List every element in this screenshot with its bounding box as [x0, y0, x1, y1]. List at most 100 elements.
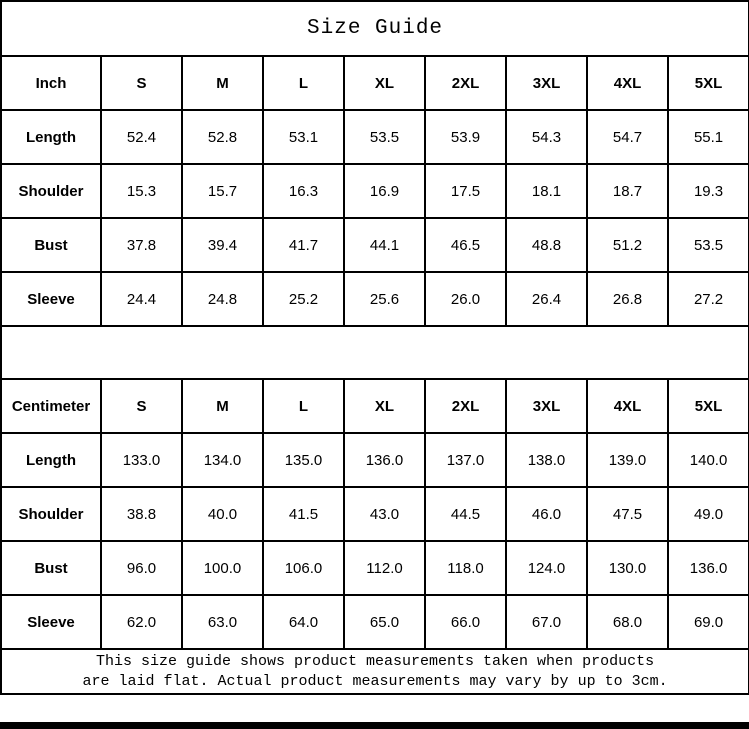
table-row: Bust 96.0 100.0 106.0 112.0 118.0 124.0 … — [0, 540, 749, 596]
value-cell: 54.3 — [505, 109, 588, 165]
row-label: Shoulder — [0, 486, 102, 542]
row-label: Sleeve — [0, 594, 102, 650]
value-cell: 41.7 — [262, 217, 345, 273]
value-cell: 24.8 — [181, 271, 264, 327]
size-header: 3XL — [505, 55, 588, 111]
value-cell: 53.5 — [343, 109, 426, 165]
value-cell: 46.0 — [505, 486, 588, 542]
value-cell: 17.5 — [424, 163, 507, 219]
size-header: 2XL — [424, 55, 507, 111]
value-cell: 18.1 — [505, 163, 588, 219]
value-cell: 118.0 — [424, 540, 507, 596]
value-cell: 136.0 — [343, 432, 426, 488]
table-row: Shoulder 15.3 15.7 16.3 16.9 17.5 18.1 1… — [0, 163, 749, 219]
value-cell: 48.8 — [505, 217, 588, 273]
value-cell: 26.8 — [586, 271, 669, 327]
row-label: Bust — [0, 217, 102, 273]
value-cell: 69.0 — [666, 594, 749, 650]
footer-note: This size guide shows product measuremen… — [0, 648, 749, 695]
value-cell: 46.5 — [424, 217, 507, 273]
unit-header-centimeter: Centimeter — [0, 378, 102, 434]
value-cell: 47.5 — [586, 486, 669, 542]
inch-header-row: Inch S M L XL 2XL 3XL 4XL 5XL — [0, 55, 749, 111]
value-cell: 112.0 — [343, 540, 426, 596]
value-cell: 124.0 — [505, 540, 588, 596]
value-cell: 37.8 — [100, 217, 183, 273]
footer-note-line2: are laid flat. Actual product measuremen… — [82, 672, 668, 690]
value-cell: 65.0 — [343, 594, 426, 650]
value-cell: 53.9 — [424, 109, 507, 165]
value-cell: 26.0 — [424, 271, 507, 327]
size-header: M — [181, 55, 264, 111]
value-cell: 68.0 — [586, 594, 669, 650]
value-cell: 16.3 — [262, 163, 345, 219]
table-row: Shoulder 38.8 40.0 41.5 43.0 44.5 46.0 4… — [0, 486, 749, 542]
size-header: 5XL — [666, 55, 749, 111]
table-row: Sleeve 24.4 24.8 25.2 25.6 26.0 26.4 26.… — [0, 271, 749, 327]
value-cell: 18.7 — [586, 163, 669, 219]
value-cell: 130.0 — [586, 540, 669, 596]
value-cell: 100.0 — [181, 540, 264, 596]
page-title: Size Guide — [0, 0, 749, 57]
value-cell: 96.0 — [100, 540, 183, 596]
value-cell: 15.7 — [181, 163, 264, 219]
value-cell: 27.2 — [666, 271, 749, 327]
cm-header-row: Centimeter S M L XL 2XL 3XL 4XL 5XL — [0, 378, 749, 434]
size-header: XL — [343, 378, 426, 434]
size-header: XL — [343, 55, 426, 111]
table-row: Bust 37.8 39.4 41.7 44.1 46.5 48.8 51.2 … — [0, 217, 749, 273]
table-row: Length 133.0 134.0 135.0 136.0 137.0 138… — [0, 432, 749, 488]
value-cell: 41.5 — [262, 486, 345, 542]
value-cell: 24.4 — [100, 271, 183, 327]
value-cell: 140.0 — [666, 432, 749, 488]
value-cell: 19.3 — [666, 163, 749, 219]
value-cell: 39.4 — [181, 217, 264, 273]
size-header: 5XL — [666, 378, 749, 434]
size-header: 4XL — [586, 378, 669, 434]
value-cell: 139.0 — [586, 432, 669, 488]
value-cell: 63.0 — [181, 594, 264, 650]
size-header: L — [262, 55, 345, 111]
row-label: Sleeve — [0, 271, 102, 327]
row-label: Bust — [0, 540, 102, 596]
value-cell: 38.8 — [100, 486, 183, 542]
value-cell: 16.9 — [343, 163, 426, 219]
value-cell: 40.0 — [181, 486, 264, 542]
value-cell: 25.2 — [262, 271, 345, 327]
value-cell: 26.4 — [505, 271, 588, 327]
table-row: Sleeve 62.0 63.0 64.0 65.0 66.0 67.0 68.… — [0, 594, 749, 650]
value-cell: 138.0 — [505, 432, 588, 488]
size-header: S — [100, 55, 183, 111]
value-cell: 51.2 — [586, 217, 669, 273]
value-cell: 44.1 — [343, 217, 426, 273]
spacer-cell — [0, 325, 749, 380]
value-cell: 54.7 — [586, 109, 669, 165]
value-cell: 55.1 — [666, 109, 749, 165]
value-cell: 66.0 — [424, 594, 507, 650]
value-cell: 52.4 — [100, 109, 183, 165]
value-cell: 44.5 — [424, 486, 507, 542]
footer-note-line1: This size guide shows product measuremen… — [95, 652, 655, 670]
value-cell: 106.0 — [262, 540, 345, 596]
size-header: L — [262, 378, 345, 434]
value-cell: 64.0 — [262, 594, 345, 650]
value-cell: 62.0 — [100, 594, 183, 650]
value-cell: 134.0 — [181, 432, 264, 488]
value-cell: 25.6 — [343, 271, 426, 327]
value-cell: 136.0 — [666, 540, 749, 596]
value-cell: 43.0 — [343, 486, 426, 542]
table-row: Length 52.4 52.8 53.1 53.5 53.9 54.3 54.… — [0, 109, 749, 165]
footer-row: This size guide shows product measuremen… — [0, 648, 749, 695]
value-cell: 137.0 — [424, 432, 507, 488]
value-cell: 52.8 — [181, 109, 264, 165]
value-cell: 67.0 — [505, 594, 588, 650]
spacer-row — [0, 325, 749, 380]
size-header: 2XL — [424, 378, 507, 434]
unit-header-inch: Inch — [0, 55, 102, 111]
value-cell: 15.3 — [100, 163, 183, 219]
size-header: 4XL — [586, 55, 669, 111]
title-row: Size Guide — [0, 0, 749, 57]
size-guide-table: Size Guide Inch S M L XL 2XL 3XL 4XL 5XL… — [0, 0, 749, 695]
value-cell: 49.0 — [666, 486, 749, 542]
